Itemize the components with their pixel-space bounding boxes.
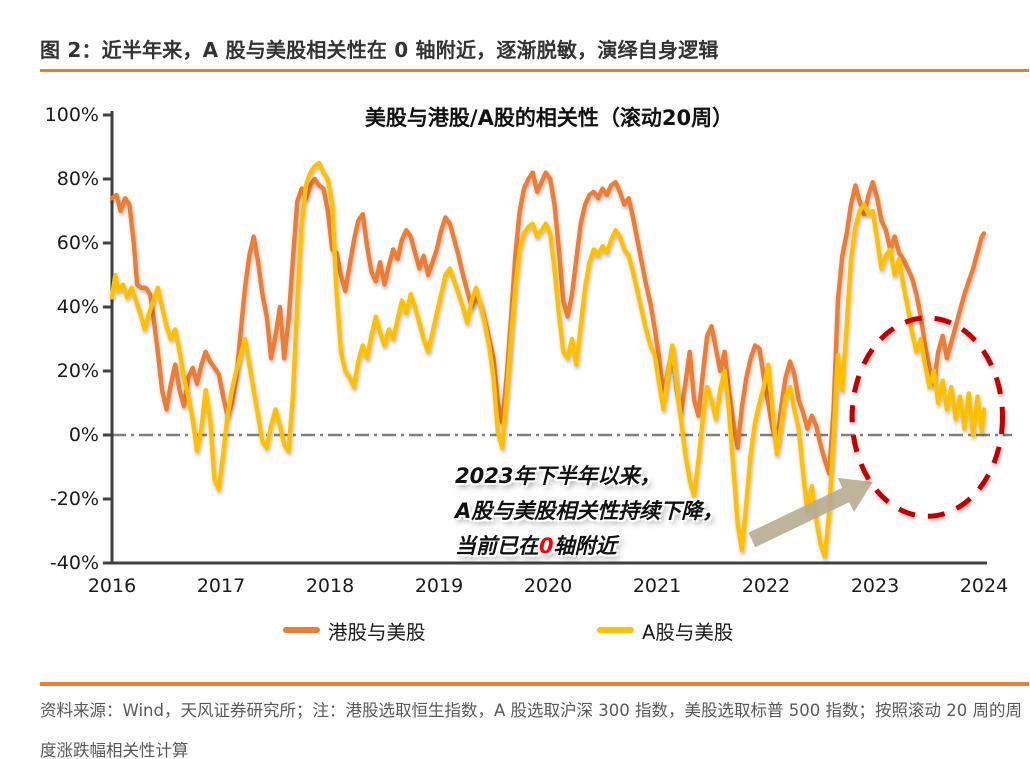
hk-us-line-swatch-icon: [283, 627, 320, 633]
x-axis-tick-label: 2022: [741, 575, 791, 597]
y-axis-tick-label: -40%: [49, 552, 99, 574]
x-axis-tick-label: 2020: [523, 575, 573, 597]
y-axis-tick-label: 100%: [44, 104, 99, 126]
legend-item-hk-us: 港股与美股: [283, 615, 426, 645]
annotation-zero-highlight: 0: [539, 534, 554, 558]
hk-us-series-line: [109, 170, 987, 476]
y-axis-tick-label: 40%: [56, 296, 99, 318]
x-axis-tick-label: 2016: [87, 575, 137, 597]
source-note: 资料来源：Wind，天风证券研究所；注：港股选取恒生指数，A 股选取沪深 300…: [40, 701, 1022, 759]
x-axis-tick-label: 2017: [196, 575, 246, 597]
annotation-line-3: 当前已在0轴附近: [455, 534, 617, 558]
annotation-line-1: 2023年下半年以来，: [455, 464, 661, 488]
chart-title: 美股与港股/A股的相关性（滚动20周）: [364, 106, 734, 130]
a-us-line-swatch-icon: [597, 627, 634, 633]
chart-legend: 港股与美股 A股与美股: [0, 615, 1030, 649]
legend-label-hk-us: 港股与美股: [328, 620, 426, 644]
highlight-ellipse: [849, 315, 1006, 519]
annotation-line-2: A股与美股相关性持续下降，: [455, 499, 724, 523]
chart-annotation: 2023年下半年以来， A股与美股相关性持续下降， 当前已在0轴附近: [455, 459, 723, 564]
top-divider: [40, 69, 1029, 72]
y-axis-tick-label: 0%: [68, 424, 99, 446]
bottom-divider: [40, 682, 1029, 686]
trend-arrow-icon: [748, 477, 873, 548]
y-axis-tick-label: -20%: [49, 488, 99, 510]
y-axis-tick-label: 80%: [56, 168, 99, 190]
y-axis-tick-label: 60%: [56, 232, 99, 254]
legend-label-a-us: A股与美股: [642, 620, 734, 644]
figure-title: 图 2：近半年来，A 股与美股相关性在 0 轴附近，逐渐脱敏，演绎自身逻辑: [40, 38, 719, 62]
y-axis-tick-label: 20%: [56, 360, 99, 382]
x-axis-tick-label: 2024: [959, 575, 1009, 597]
x-axis-tick-label: 2018: [305, 575, 355, 597]
legend-item-a-us: A股与美股: [597, 615, 733, 645]
x-axis-tick-label: 2019: [414, 575, 464, 597]
x-axis-tick-label: 2023: [850, 575, 900, 597]
x-axis-tick-label: 2021: [632, 575, 682, 597]
